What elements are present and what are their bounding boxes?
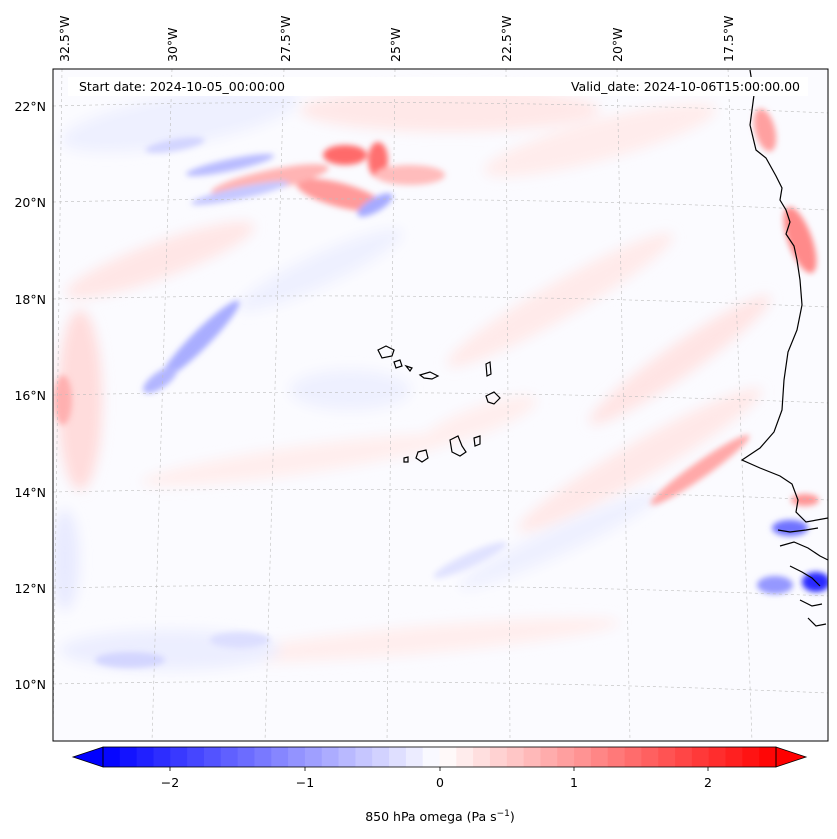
- colorbar-label-suffix: ): [510, 809, 515, 824]
- island-sao-nicolau: [418, 371, 440, 380]
- colorbar-cell: [742, 747, 760, 767]
- colorbar-cell: [473, 747, 491, 767]
- lon-label-27.5w: 27.5°W: [278, 16, 293, 62]
- colorbar-cell: [439, 747, 457, 767]
- island-santiago: [449, 435, 467, 457]
- colorbar-tick-1: 1: [570, 775, 578, 790]
- latitude-labels: 22°N 20°N 18°N 16°N 14°N 12°N 10°N: [14, 99, 46, 692]
- colorbar-cell: [456, 747, 474, 767]
- colorbar-tick-neg1: −1: [296, 775, 314, 790]
- lon-label-17.5w: 17.5°W: [721, 16, 736, 62]
- colorbar-cell: [725, 747, 743, 767]
- colorbar-cell: [557, 747, 575, 767]
- valid-date-text: Valid_date: 2024-10-06T15:00:00.00: [571, 79, 800, 94]
- colorbar-cell: [136, 747, 154, 767]
- colorbar-label-exponent: −1: [497, 809, 510, 819]
- omega-field-strong: [54, 108, 828, 668]
- colorbar-cell: [523, 747, 541, 767]
- colorbar-cell: [607, 747, 625, 767]
- colorbar: −2 −1 0 1 2 850 hPa omega (Pa s−1): [71, 746, 808, 824]
- longitude-labels: 32.5°W 30°W 27.5°W 25°W 22.5°W 20°W 17.5…: [57, 16, 736, 62]
- colorbar-tick-neg2: −2: [161, 775, 179, 790]
- colorbar-cell: [624, 747, 642, 767]
- colorbar-cell: [170, 747, 188, 767]
- map-frame: [52, 68, 829, 742]
- island-sao-vicente: [393, 359, 403, 369]
- colorbar-cell: [119, 747, 138, 767]
- island-maio: [473, 435, 481, 447]
- lon-label-20w: 20°W: [610, 27, 625, 62]
- colorbar-cell: [422, 747, 440, 767]
- colorbar-cell: [389, 747, 407, 767]
- island-fogo: [415, 449, 429, 463]
- colorbar-cell: [708, 747, 726, 767]
- map-panel: Start date: 2024-10-05_00:00:00 Valid_da…: [53, 69, 828, 741]
- island-sal: [485, 361, 492, 377]
- colorbar-cell: [271, 747, 289, 767]
- map-gridlines: [53, 69, 828, 741]
- lon-label-32.5w: 32.5°W: [57, 16, 72, 62]
- colorbar-cell: [103, 747, 121, 767]
- colorbar-cell: [675, 747, 693, 767]
- colorbar-cell: [220, 747, 238, 767]
- colorbar-frame: [102, 746, 777, 768]
- africa-coastline: [740, 69, 828, 627]
- omega-field: [53, 87, 771, 670]
- header-banner: [68, 77, 808, 96]
- colorbar-cell: [641, 747, 659, 767]
- colorbar-cell: [321, 747, 339, 767]
- lat-label-12n: 12°N: [14, 581, 46, 596]
- colorbar-cells: [103, 747, 777, 767]
- colorbar-cell: [574, 747, 592, 767]
- lat-label-20n: 20°N: [14, 195, 46, 210]
- colorbar-cell: [153, 747, 171, 767]
- colorbar-cell: [355, 747, 373, 767]
- colorbar-cell: [691, 747, 710, 767]
- colorbar-tick-0: 0: [436, 775, 444, 790]
- colorbar-cell: [405, 747, 424, 767]
- colorbar-cell: [304, 747, 323, 767]
- island-santo-antao: [377, 345, 395, 359]
- colorbar-cell: [489, 747, 508, 767]
- colorbar-cell: [759, 747, 777, 767]
- colorbar-cell: [254, 747, 272, 767]
- colorbar-max-extend: [775, 746, 808, 768]
- colorbar-cell: [187, 747, 205, 767]
- island-boa-vista: [485, 391, 501, 405]
- lon-label-22.5w: 22.5°W: [499, 16, 514, 62]
- colorbar-cell: [372, 747, 390, 767]
- colorbar-cell: [338, 747, 356, 767]
- lat-label-22n: 22°N: [14, 99, 46, 114]
- colorbar-cell: [237, 747, 255, 767]
- lat-label-16n: 16°N: [14, 388, 46, 403]
- lat-label-14n: 14°N: [14, 485, 46, 500]
- colorbar-cell: [506, 747, 525, 767]
- colorbar-label: 850 hPa omega (Pa s−1): [365, 809, 515, 824]
- colorbar-min-extend: [71, 746, 104, 768]
- colorbar-cell: [288, 747, 306, 767]
- colorbar-cell: [203, 747, 222, 767]
- start-date-text: Start date: 2024-10-05_00:00:00: [79, 79, 285, 94]
- lon-label-25w: 25°W: [388, 27, 403, 62]
- colorbar-label-prefix: 850 hPa omega (Pa s: [365, 809, 496, 824]
- island-brava: [403, 456, 409, 463]
- lon-label-30w: 30°W: [165, 27, 180, 62]
- colorbar-tick-2: 2: [704, 775, 712, 790]
- lat-label-10n: 10°N: [14, 677, 46, 692]
- colorbar-cell: [658, 747, 676, 767]
- island-santa-luzia: [404, 364, 413, 373]
- colorbar-cell: [540, 747, 558, 767]
- coastlines: [377, 69, 828, 627]
- colorbar-cell: [590, 747, 609, 767]
- lat-label-18n: 18°N: [14, 292, 46, 307]
